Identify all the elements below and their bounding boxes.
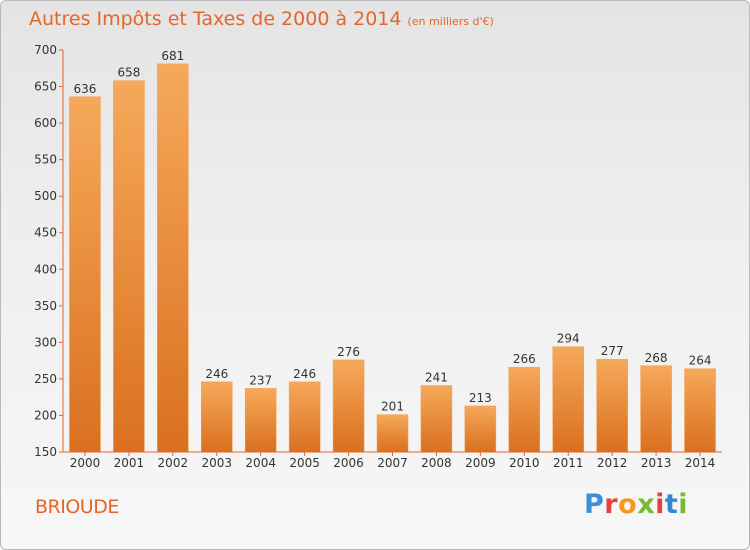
bar-2010 (508, 366, 541, 453)
y-tick-label: 450 (34, 226, 57, 240)
y-tick-label: 350 (34, 299, 57, 313)
data-label: 213 (469, 391, 492, 405)
y-tick-label: 300 (34, 335, 57, 349)
data-label: 264 (689, 354, 712, 368)
data-label: 268 (645, 351, 668, 365)
bar-2009 (464, 405, 497, 453)
bar-2000 (69, 96, 101, 453)
bar-2014 (684, 368, 716, 453)
bar-2008 (420, 385, 453, 453)
x-tick-label: 2007 (377, 456, 408, 470)
y-tick-label: 700 (34, 43, 57, 57)
bar-2011 (552, 346, 584, 453)
y-tick-label: 400 (34, 262, 57, 276)
x-tick-label: 2010 (509, 456, 540, 470)
x-tick-label: 2013 (641, 456, 672, 470)
y-tick-label: 500 (34, 189, 57, 203)
bar-2005 (288, 381, 321, 453)
data-label: 636 (74, 82, 97, 96)
data-label: 241 (425, 370, 448, 384)
x-tick-label: 2014 (685, 456, 716, 470)
data-label: 681 (161, 49, 184, 63)
x-tick-label: 2003 (201, 456, 232, 470)
bar-2013 (640, 365, 672, 453)
x-tick-label: 2000 (70, 456, 101, 470)
data-label: 276 (337, 345, 360, 359)
data-label: 246 (293, 367, 316, 381)
chart-title: Autres Impôts et Taxes de 2000 à 2014 (en… (29, 8, 494, 30)
data-label: 277 (601, 344, 624, 358)
x-tick-label: 2008 (421, 456, 452, 470)
y-tick-label: 250 (34, 372, 57, 386)
x-tick-label: 2012 (597, 456, 628, 470)
y-tick-label: 650 (34, 80, 57, 94)
data-label: 201 (381, 400, 404, 414)
data-label: 294 (557, 332, 580, 346)
x-tick-label: 2011 (553, 456, 584, 470)
data-label: 266 (513, 352, 536, 366)
bar-2012 (596, 358, 628, 453)
data-label: 246 (205, 367, 228, 381)
bar-2007 (376, 414, 409, 453)
y-tick-label: 550 (34, 153, 57, 167)
x-tick-label: 2006 (333, 456, 364, 470)
x-tick-label: 2009 (465, 456, 496, 470)
x-tick-label: 2001 (114, 456, 145, 470)
commune-name: BRIOUDE (35, 496, 119, 518)
title-text: Autres Impôts et Taxes de 2000 à 2014 (29, 8, 402, 30)
y-tick-label: 600 (34, 116, 57, 130)
bar-2002 (157, 63, 189, 453)
y-tick-label: 150 (34, 445, 57, 459)
proxiti-logo[interactable]: Proxiti (584, 489, 689, 520)
bar-2004 (244, 388, 277, 453)
bar-2006 (332, 359, 365, 453)
data-label: 658 (117, 66, 140, 80)
bar-2001 (113, 80, 145, 453)
data-label: 237 (249, 373, 272, 387)
x-tick-label: 2004 (245, 456, 276, 470)
x-tick-label: 2002 (158, 456, 189, 470)
subtitle-text: (en milliers d'€) (407, 15, 494, 28)
bar-2003 (201, 381, 233, 453)
y-tick-label: 200 (34, 408, 57, 422)
x-tick-label: 2005 (289, 456, 320, 470)
